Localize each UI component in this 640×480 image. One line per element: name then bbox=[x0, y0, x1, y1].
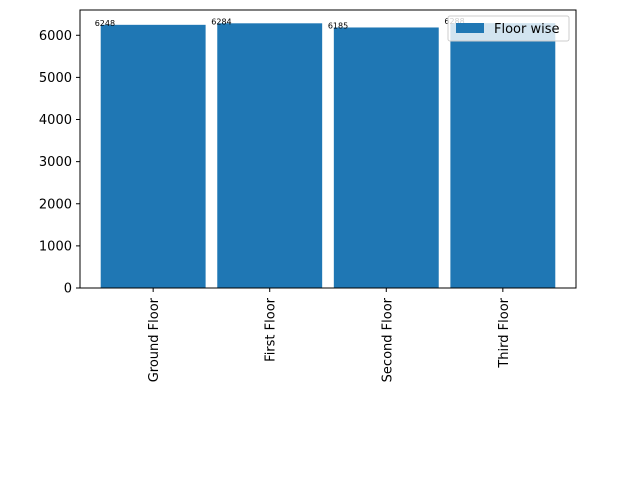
legend-box bbox=[447, 15, 570, 42]
plot-frame bbox=[79, 9, 577, 289]
bar bbox=[450, 23, 556, 289]
bar bbox=[333, 27, 439, 288]
data-label: 6284 bbox=[211, 17, 231, 26]
bar-group bbox=[100, 23, 556, 289]
y-tick-label: 0 bbox=[64, 282, 72, 297]
y-tick-label: 2000 bbox=[39, 197, 72, 212]
data-label: 6248 bbox=[95, 19, 115, 28]
y-tick-label: 5000 bbox=[39, 71, 72, 86]
x-tick-label: Ground Floor bbox=[147, 297, 162, 382]
data-label: 6185 bbox=[328, 21, 348, 30]
bar bbox=[100, 24, 206, 289]
x-tick-label: Second Floor bbox=[380, 297, 395, 382]
y-tick-label: 1000 bbox=[39, 239, 72, 254]
y-axis: 0 1000 2000 3000 4000 5000 6000 bbox=[39, 29, 80, 297]
x-tick-label: Third Floor bbox=[497, 297, 512, 368]
x-axis: Ground Floor First Floor Second Floor Third… bbox=[147, 288, 512, 382]
y-tick-label: 6000 bbox=[39, 29, 72, 44]
y-tick-label: 4000 bbox=[39, 113, 72, 128]
x-tick-label: First Floor bbox=[264, 297, 279, 361]
legend: Floor wise bbox=[447, 15, 570, 42]
bar bbox=[217, 23, 323, 288]
y-tick-label: 3000 bbox=[39, 155, 72, 170]
legend-label: Floor wise bbox=[494, 22, 560, 37]
legend-swatch bbox=[456, 23, 484, 33]
